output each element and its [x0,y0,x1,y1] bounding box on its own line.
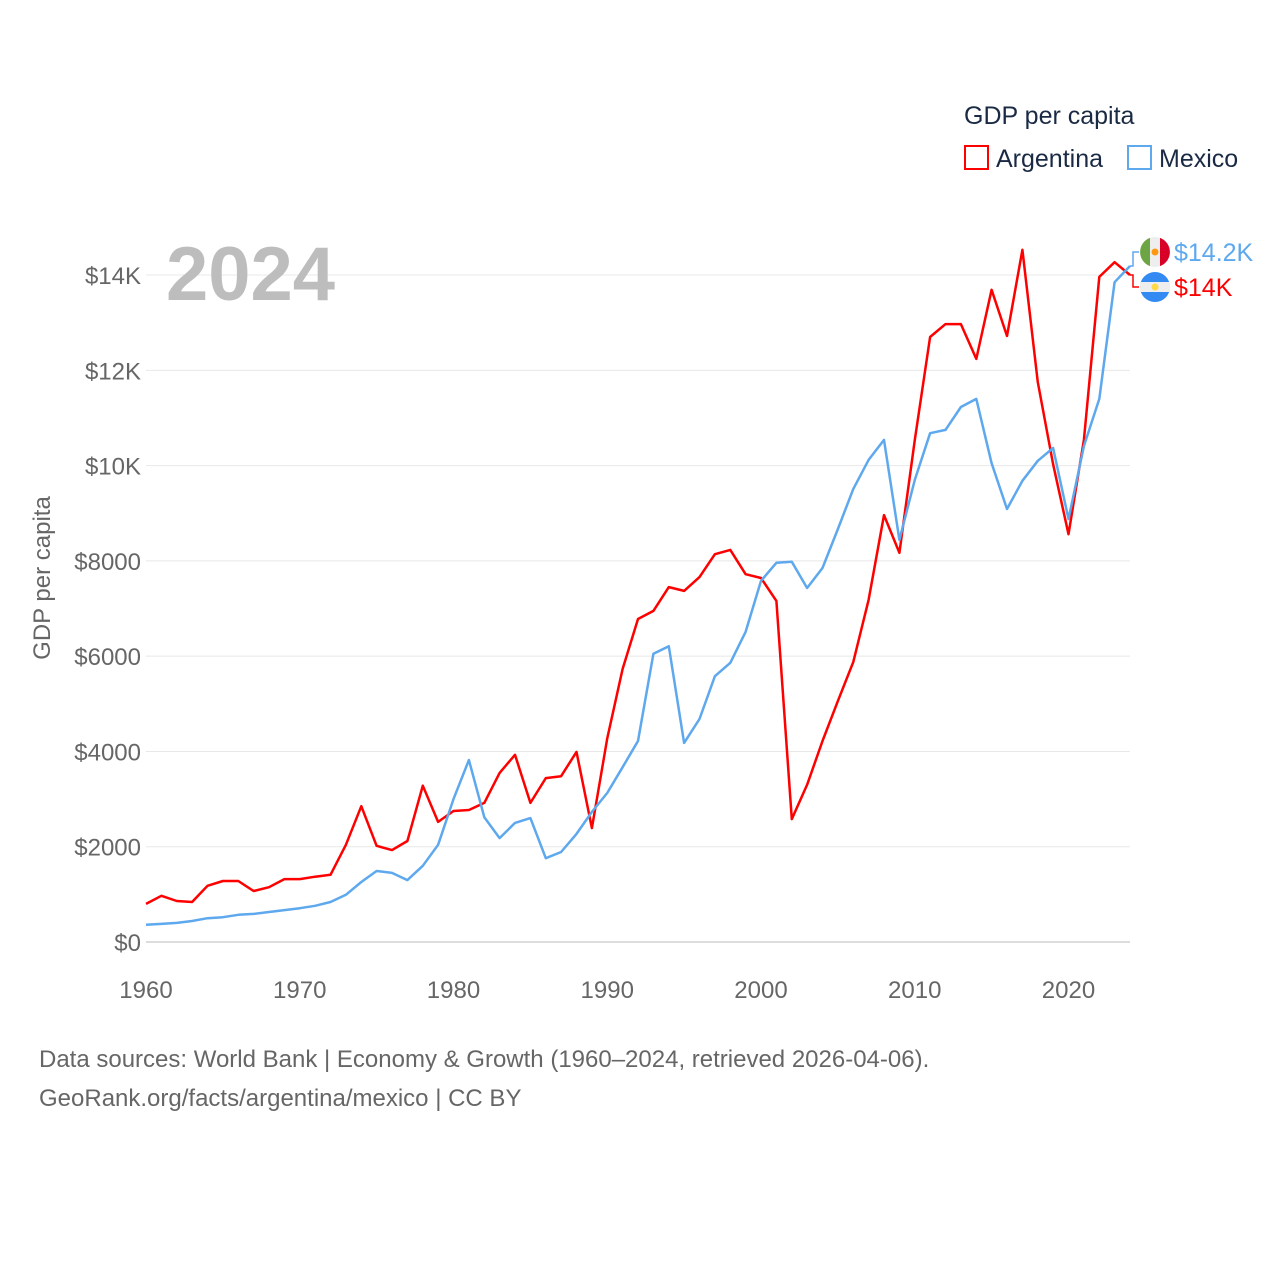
data-source-text: Data sources: World Bank | Economy & Gro… [39,1046,930,1073]
legend-swatch-mexico[interactable] [1127,145,1152,170]
y-axis-label: GDP per capita [29,496,56,660]
end-value-argentina: $14K [1174,274,1233,302]
end-label-connector [1130,274,1139,288]
y-tick-label: $6000 [74,644,141,671]
y-tick-label: $4000 [74,739,141,766]
legend-label-argentina[interactable]: Argentina [996,145,1103,173]
y-tick-label: $2000 [74,835,141,862]
attribution-text: GeoRank.org/facts/argentina/mexico | CC … [39,1085,522,1112]
x-tick-label: 1970 [273,977,326,1004]
year-label: 2024 [166,232,335,317]
x-tick-label: 2000 [734,977,787,1004]
legend: GDP per capita Argentina Mexico [964,102,1238,173]
mexico-flag-icon [1140,237,1170,267]
x-tick-label: 2010 [888,977,941,1004]
y-tick-label: $10K [85,454,141,481]
series-line-argentina [145,248,1131,906]
y-axis: $0 $2000 $4000 $6000 $8000 $10K $12K $14K [74,263,141,957]
series-lines [145,248,1131,927]
y-tick-label: $0 [114,930,141,957]
series-line-mexico [145,265,1131,927]
legend-label-mexico[interactable]: Mexico [1159,145,1238,173]
end-labels: $14.2K $14K [1130,237,1254,302]
grid [146,274,1130,943]
y-tick-label: $8000 [74,549,141,576]
end-label-connector [1130,251,1139,267]
x-tick-label: 2020 [1042,977,1095,1004]
end-value-mexico: $14.2K [1174,239,1254,267]
y-tick-label: $14K [85,263,141,290]
x-tick-label: 1980 [427,977,480,1004]
y-tick-label: $12K [85,358,141,385]
legend-swatch-argentina[interactable] [964,145,989,170]
x-tick-label: 1960 [119,977,172,1004]
argentina-flag-icon [1140,272,1170,302]
x-tick-label: 1990 [581,977,634,1004]
legend-title: GDP per capita [964,102,1135,130]
x-axis: 1960 1970 1980 1990 2000 2010 2020 [119,977,1095,1004]
